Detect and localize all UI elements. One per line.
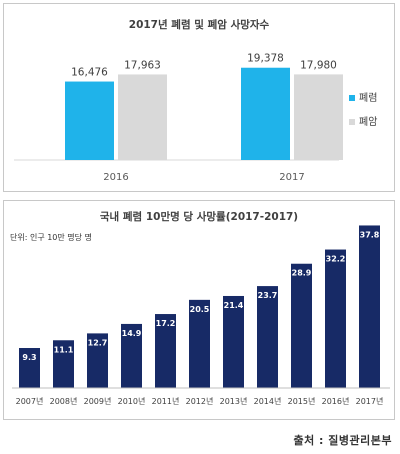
x-tick-label: 2009년 bbox=[84, 396, 112, 406]
x-tick-label: 2011년 bbox=[152, 396, 180, 406]
data-label: 17.2 bbox=[156, 319, 176, 328]
bar-2015년 bbox=[291, 263, 312, 388]
data-label: 20.5 bbox=[190, 305, 210, 314]
bar-2008년 bbox=[53, 340, 74, 388]
x-tick-label: 2016년 bbox=[322, 396, 350, 406]
bar-2010년 bbox=[121, 323, 142, 388]
rate-chart-panel: 국내 폐렴 10만명 당 사망률(2017-2017) 단위: 인구 10만 명… bbox=[3, 200, 395, 420]
data-label: 23.7 bbox=[258, 291, 278, 300]
bar-폐암-2017 bbox=[294, 74, 343, 160]
x-tick-label: 2017 bbox=[279, 172, 304, 183]
bar-폐암-2016 bbox=[118, 74, 167, 160]
data-label: 16,476 bbox=[71, 67, 108, 79]
data-label: 14.9 bbox=[122, 329, 142, 338]
data-label: 32.2 bbox=[326, 255, 346, 264]
x-tick-label: 2015년 bbox=[288, 396, 316, 406]
data-label: 17,963 bbox=[124, 59, 161, 71]
bar-2011년 bbox=[155, 314, 176, 388]
x-tick-label: 2012년 bbox=[186, 396, 214, 406]
source-note: 출처 : 질병관리본부 bbox=[293, 434, 392, 447]
legend-swatch-폐렴 bbox=[349, 95, 355, 101]
x-tick-label: 2013년 bbox=[220, 396, 248, 406]
x-tick-label: 2014년 bbox=[254, 396, 282, 406]
data-label: 19,378 bbox=[247, 53, 284, 65]
data-label: 28.9 bbox=[292, 269, 312, 278]
x-tick-label: 2017년 bbox=[356, 396, 384, 406]
bar-2009년 bbox=[87, 333, 108, 388]
bar-2014년 bbox=[257, 286, 278, 388]
data-label: 17,980 bbox=[300, 59, 337, 71]
data-label: 11.1 bbox=[54, 345, 74, 354]
data-label: 37.8 bbox=[360, 230, 380, 239]
bar-2007년 bbox=[19, 348, 40, 388]
rate-chart-svg: 9.3 2007년 11.1 2008년 12.7 2009년 14.9 2010년 17.2 2… bbox=[12, 225, 390, 406]
deaths-chart-panel: 2017년 폐렴 및 폐암 사망자수 16,476 17,963 2016 19,37… bbox=[3, 3, 395, 192]
x-tick-label: 2010년 bbox=[118, 396, 146, 406]
data-label: 9.3 bbox=[22, 353, 36, 362]
x-tick-label: 2007년 bbox=[16, 396, 44, 406]
deaths-chart-title: 2017년 폐렴 및 폐암 사망자수 bbox=[128, 19, 270, 31]
rate-chart-title: 국내 폐렴 10만명 당 사망률(2017-2017) bbox=[99, 211, 299, 223]
legend-label: 폐렴 bbox=[359, 91, 377, 104]
bar-2016년 bbox=[325, 249, 346, 388]
x-tick-label: 2016 bbox=[103, 172, 128, 183]
bar-폐렴-2017 bbox=[241, 67, 290, 160]
bar-2017년 bbox=[359, 225, 380, 388]
unit-label: 단위: 인구 10만 명당 명 bbox=[10, 233, 92, 242]
data-label: 21.4 bbox=[224, 301, 244, 310]
bar-2013년 bbox=[223, 295, 244, 388]
data-label: 12.7 bbox=[88, 338, 108, 347]
bar-폐렴-2016 bbox=[65, 81, 114, 160]
legend-swatch-폐암 bbox=[349, 119, 355, 125]
x-tick-label: 2008년 bbox=[50, 396, 78, 406]
legend-label: 폐암 bbox=[359, 116, 377, 128]
bar-2012년 bbox=[189, 299, 210, 388]
